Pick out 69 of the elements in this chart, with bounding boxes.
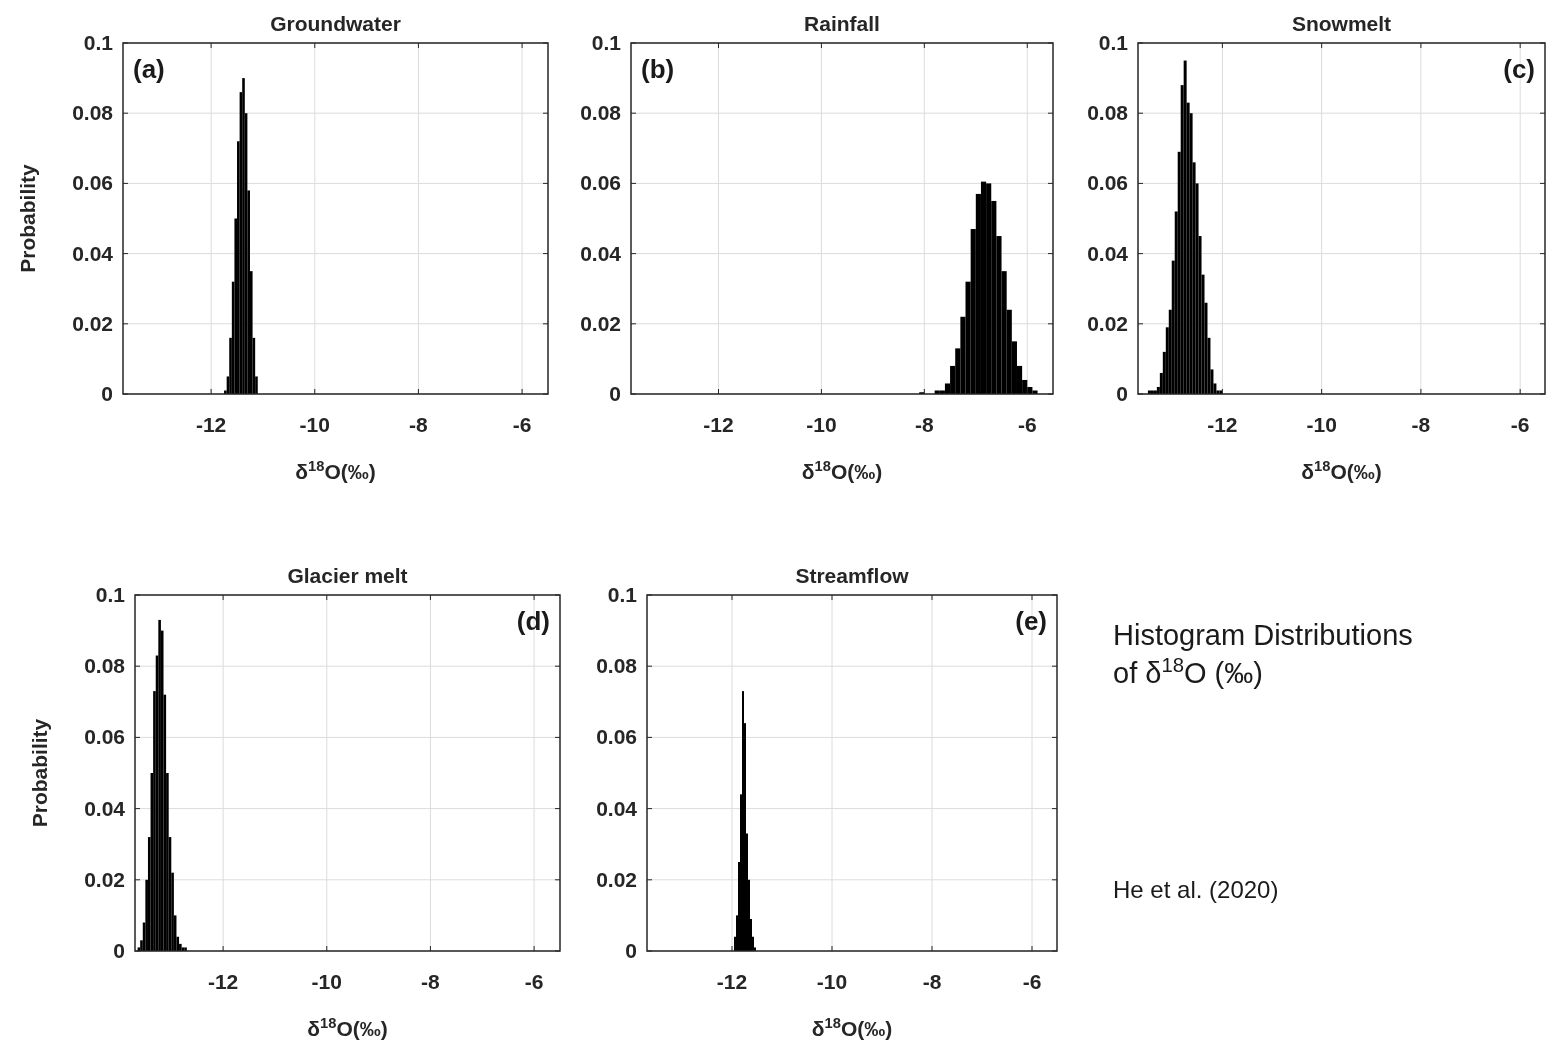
text: Histogram Distributions of δ$^{18}$O (‰) [1113,619,1413,689]
chart-title: Glacier melt [287,564,408,587]
y-tick-label: 0.02 [72,311,113,335]
x-tick-label: -10 [299,413,330,436]
y-tick-label: 0.04 [84,796,126,820]
y-tick-label: 0.04 [1087,241,1129,265]
x-tick-label: -6 [1510,413,1530,436]
y-tick-label: 0.1 [1098,31,1129,54]
y-tick-label: 0.06 [72,171,113,195]
x-tick-label: -12 [207,970,239,993]
y-tick-label: 0.04 [596,796,638,820]
x-tick-label: -12 [703,413,734,436]
x-tick-label: -10 [806,413,837,436]
y-tick-label: 0.1 [83,31,114,54]
text: He et al. (2020) [1113,876,1279,903]
x-tick-label: -8 [915,413,934,436]
y-tick-label: 0.06 [1087,171,1128,195]
annotation: (b) [641,54,675,84]
x-tick-label: -8 [409,413,429,436]
y-tick-label: 0.02 [84,867,125,891]
y-tick-label: 0.06 [580,171,621,195]
x-axis-title: δ$^{18}$O(‰) [1301,458,1382,483]
x-tick-label: -8 [421,970,441,993]
x-tick-label: -10 [1306,413,1337,436]
y-tick-label: 0.08 [596,654,638,678]
x-tick-label: -6 [512,413,532,436]
chart-title: Groundwater [270,12,401,35]
x-tick-label: -6 [1017,413,1037,436]
y-tick-label: 0.1 [95,583,126,606]
chart-title: Snowmelt [1291,12,1392,35]
y-tick-label: 0 [625,939,637,962]
x-tick-label: -6 [1022,970,1042,993]
x-tick-label: -10 [311,970,342,993]
y-tick-label: 0.08 [580,101,622,125]
annotation: (a) [133,54,165,84]
chart-title: Rainfall [804,12,880,35]
x-axis-title: δ$^{18}$O(‰) [801,458,883,483]
y-tick-label: 0.08 [84,654,126,678]
y-axis-title: Probability [16,163,39,273]
y-tick-label: 0 [609,382,621,405]
y-tick-label: 0.06 [84,725,125,749]
y-axis-title: Probability [28,718,51,828]
x-axis-title: δ$^{18}$O(‰) [811,1015,893,1040]
y-tick-label: 0 [113,939,125,962]
y-tick-label: 0 [1116,382,1128,405]
y-tick-label: 0.06 [596,725,637,749]
y-tick-label: 0.08 [72,101,114,125]
annotation: (d) [516,606,550,636]
x-tick-label: -12 [1207,413,1238,436]
y-tick-label: 0.1 [607,583,638,606]
y-tick-label: 0.02 [1087,311,1128,335]
x-tick-label: -12 [195,413,227,436]
y-tick-label: 0 [101,382,113,405]
x-tick-label: -6 [524,970,544,993]
y-tick-label: 0.02 [596,867,637,891]
x-tick-label: -8 [922,970,942,993]
x-axis-title: δ$^{18}$O(‰) [307,1015,388,1040]
annotation: (e) [1015,606,1047,636]
x-tick-label: -10 [816,970,848,993]
x-tick-label: -12 [716,970,748,993]
y-tick-label: 0.08 [1087,101,1129,125]
y-tick-label: 0.1 [591,31,622,54]
y-tick-label: 0.04 [72,241,114,265]
y-tick-label: 0.02 [580,311,621,335]
y-tick-label: 0.04 [580,241,622,265]
chart-title: Streamflow [795,564,910,587]
x-tick-label: -8 [1411,413,1431,436]
annotation: (c) [1503,54,1535,84]
x-axis-title: δ$^{18}$O(‰) [295,458,376,483]
